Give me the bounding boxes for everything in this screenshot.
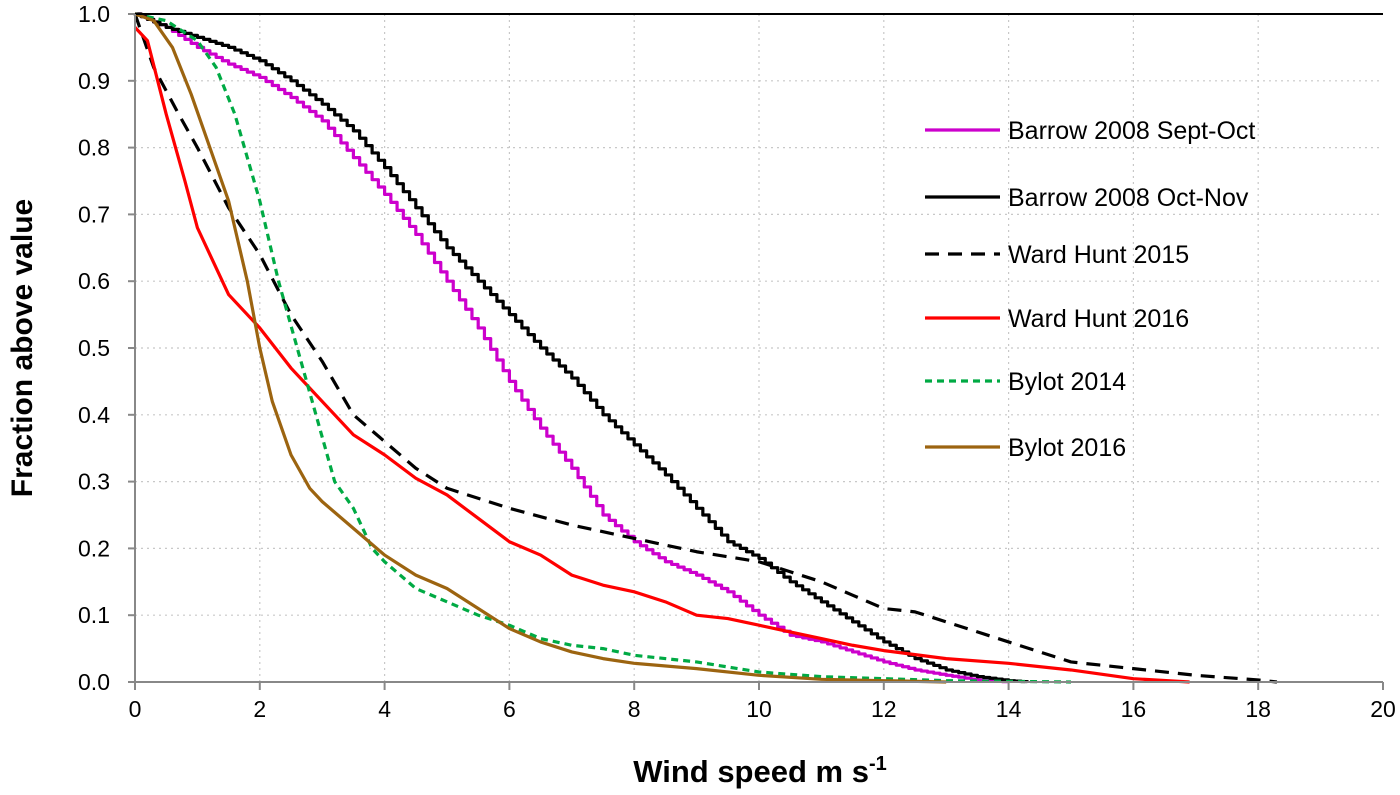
- legend: Barrow 2008 Sept-Oct Barrow 2008 Oct-Nov W…: [925, 117, 1255, 462]
- x-tick-label: 20: [1370, 696, 1396, 722]
- y-axis-title: Fraction above value: [6, 199, 39, 497]
- y-tick-label: 1.0: [78, 1, 110, 27]
- y-tick-label: 0.1: [78, 602, 110, 628]
- legend-label: Ward Hunt 2015: [1008, 241, 1189, 269]
- series-barrow-2008-sept-oct-line: [135, 12, 1011, 684]
- x-tick-label: 12: [871, 696, 897, 722]
- legend-label: Bylot 2016: [1008, 434, 1126, 462]
- x-tick-label: 16: [1121, 696, 1147, 722]
- legend-label: Bylot 2014: [1008, 368, 1126, 396]
- tick-labels: 0 2 4 6 8 10 12 14 16 18 20 0.0 0.1 0.2 0.3 0.4 0.5 0.6 0.…: [78, 1, 1396, 722]
- series-bylot-2014-line: [134, 12, 1072, 684]
- x-tick-label: 0: [129, 696, 142, 722]
- y-tick-label: 0.7: [78, 201, 110, 227]
- x-tick-label: 6: [503, 696, 516, 722]
- series-ward-hunt-2015-line: [133, 13, 1278, 684]
- series-group: [133, 12, 1278, 684]
- series-bylot-2016-line: [134, 12, 947, 684]
- legend-label: Ward Hunt 2016: [1008, 305, 1189, 333]
- x-axis-title-superscript: -1: [869, 753, 887, 775]
- y-tick-label: 0.3: [78, 469, 110, 495]
- y-tick-label: 0.4: [78, 402, 110, 428]
- y-tick-label: 0.0: [78, 669, 110, 695]
- x-tick-label: 10: [746, 696, 772, 722]
- series-barrow-2008-oct-nov-line: [135, 12, 1029, 684]
- x-tick-label: 18: [1245, 696, 1271, 722]
- y-tick-label: 0.2: [78, 535, 110, 561]
- x-tick-label: 14: [996, 696, 1022, 722]
- y-tick-label: 0.5: [78, 335, 110, 361]
- y-tick-label: 0.6: [78, 268, 110, 294]
- x-tick-label: 2: [253, 696, 266, 722]
- y-tick-label: 0.9: [78, 68, 110, 94]
- x-tick-label: 4: [378, 696, 391, 722]
- axes: [128, 13, 1384, 690]
- y-tick-label: 0.8: [78, 135, 110, 161]
- x-tick-label: 8: [628, 696, 641, 722]
- series-ward-hunt-2016-line: [133, 26, 1190, 684]
- grid: [135, 14, 1383, 682]
- x-axis-title: Wind speed m s-1: [633, 753, 887, 789]
- legend-label: Barrow 2008 Oct-Nov: [1008, 184, 1249, 212]
- legend-label: Barrow 2008 Sept-Oct: [1008, 117, 1255, 145]
